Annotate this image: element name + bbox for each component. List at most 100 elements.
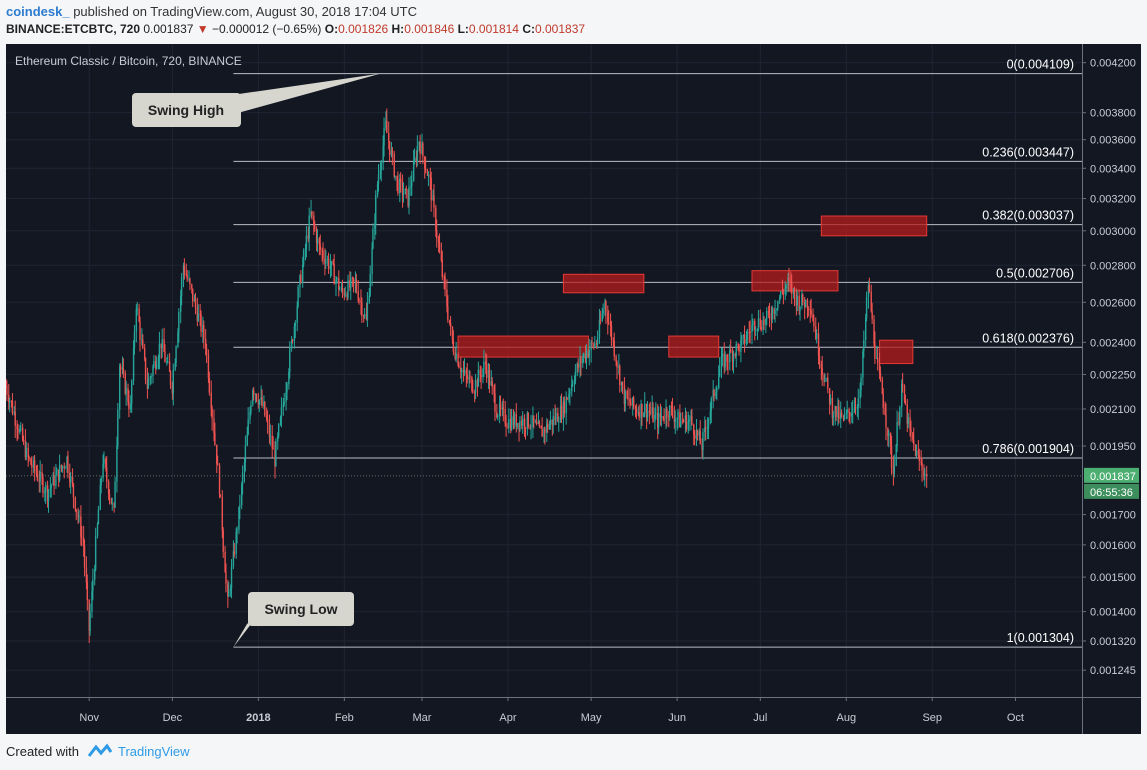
candle-body	[435, 207, 437, 231]
candle-body	[194, 298, 197, 308]
candle-body	[401, 181, 404, 196]
candle-body	[382, 145, 384, 164]
candle-body	[228, 590, 230, 597]
candle-body	[679, 411, 681, 428]
candle-body	[921, 462, 923, 471]
tradingview-brand[interactable]: TradingView	[118, 744, 190, 759]
candle-body	[269, 435, 272, 437]
candle-body	[690, 416, 692, 420]
candle-body	[671, 407, 674, 416]
candle-body	[144, 358, 147, 380]
y-tick-label: 0.001600	[1090, 540, 1136, 552]
candle-body	[125, 388, 127, 394]
candle-body	[620, 382, 623, 386]
candle-body	[752, 320, 754, 326]
candle-body	[335, 279, 337, 285]
candle-body	[127, 388, 129, 402]
candle-body	[471, 376, 473, 391]
resistance-zones	[457, 215, 928, 365]
candle-body	[200, 314, 202, 333]
candle-body	[876, 357, 879, 364]
chart-background	[6, 44, 1141, 734]
candle-body	[521, 420, 523, 426]
candle-body	[121, 368, 124, 370]
candle-body	[577, 363, 579, 368]
candle-body	[776, 308, 778, 311]
candle-body	[541, 428, 543, 437]
candle-body	[813, 321, 815, 327]
candle-body	[779, 291, 782, 298]
candle-body	[111, 503, 113, 505]
candle-body	[13, 412, 16, 414]
candle-body	[901, 383, 904, 386]
candle-body	[874, 343, 876, 359]
y-tick-label: 0.002400	[1090, 337, 1136, 349]
candle-body	[207, 355, 210, 379]
candle-body	[363, 314, 366, 317]
candle-body	[296, 306, 298, 323]
candle-body	[676, 418, 678, 420]
candle-body	[543, 428, 545, 437]
author-link[interactable]: coindesk_	[6, 4, 70, 19]
candle-body	[840, 412, 843, 416]
candle-body	[707, 418, 710, 428]
candle-body	[493, 386, 495, 394]
candle-body	[889, 433, 892, 446]
candle-body	[322, 250, 324, 258]
candle-body	[410, 186, 412, 188]
candle-body	[809, 308, 811, 311]
candle-body	[898, 421, 900, 424]
candle-body	[135, 308, 138, 332]
candle-body	[343, 291, 346, 296]
candle-body	[580, 358, 582, 364]
candle-body	[191, 284, 193, 289]
candle-body	[17, 429, 19, 433]
candle-body	[265, 415, 268, 420]
candle-body	[82, 537, 85, 546]
candle-body	[380, 163, 382, 171]
candle-body	[502, 407, 505, 409]
down-arrow-icon: ▼	[196, 22, 209, 36]
candle-body	[354, 280, 357, 282]
candle-body	[756, 328, 759, 330]
candle-body	[834, 406, 836, 416]
candle-body	[615, 356, 617, 363]
candle-body	[770, 318, 773, 320]
candle-body	[402, 194, 405, 196]
candle-body	[488, 369, 491, 386]
candle-body	[178, 311, 180, 333]
candle-body	[100, 478, 102, 486]
candle-body	[632, 397, 634, 406]
candle-body	[873, 319, 875, 344]
candle-body	[160, 343, 162, 349]
candle-body	[896, 421, 898, 446]
candle-body	[199, 313, 201, 315]
candle-body	[288, 371, 290, 385]
candle-body	[530, 426, 532, 428]
candle-body	[766, 310, 768, 319]
candle-body	[546, 423, 549, 430]
candle-body	[663, 419, 665, 421]
candle-body	[696, 429, 699, 436]
candle-body	[715, 392, 717, 397]
candle-body	[566, 397, 568, 400]
candle-body	[595, 343, 598, 345]
candle-body	[376, 183, 379, 195]
candle-body	[817, 333, 820, 357]
candle-body	[432, 195, 434, 201]
fib-label: 0.382(0.003037)	[982, 209, 1074, 223]
candle-body	[718, 376, 720, 389]
candle-body	[437, 238, 440, 243]
candle-body	[110, 498, 113, 504]
candle-body	[361, 302, 363, 317]
candle-body	[740, 339, 742, 352]
candle-body	[346, 294, 348, 298]
candle-body	[438, 242, 441, 253]
symbol-name: BINANCE:ETCBTC, 720	[6, 22, 141, 36]
price-change: −0.000012 (−0.65%)	[212, 22, 322, 36]
price-chart[interactable]: 0(0.004109) 0.236(0.003447) 0.382(0.003037…	[6, 44, 1141, 734]
candle-body	[505, 423, 507, 427]
y-tick-label: 0.002800	[1090, 260, 1136, 272]
candle-body	[721, 353, 724, 357]
candle-body	[477, 369, 480, 387]
